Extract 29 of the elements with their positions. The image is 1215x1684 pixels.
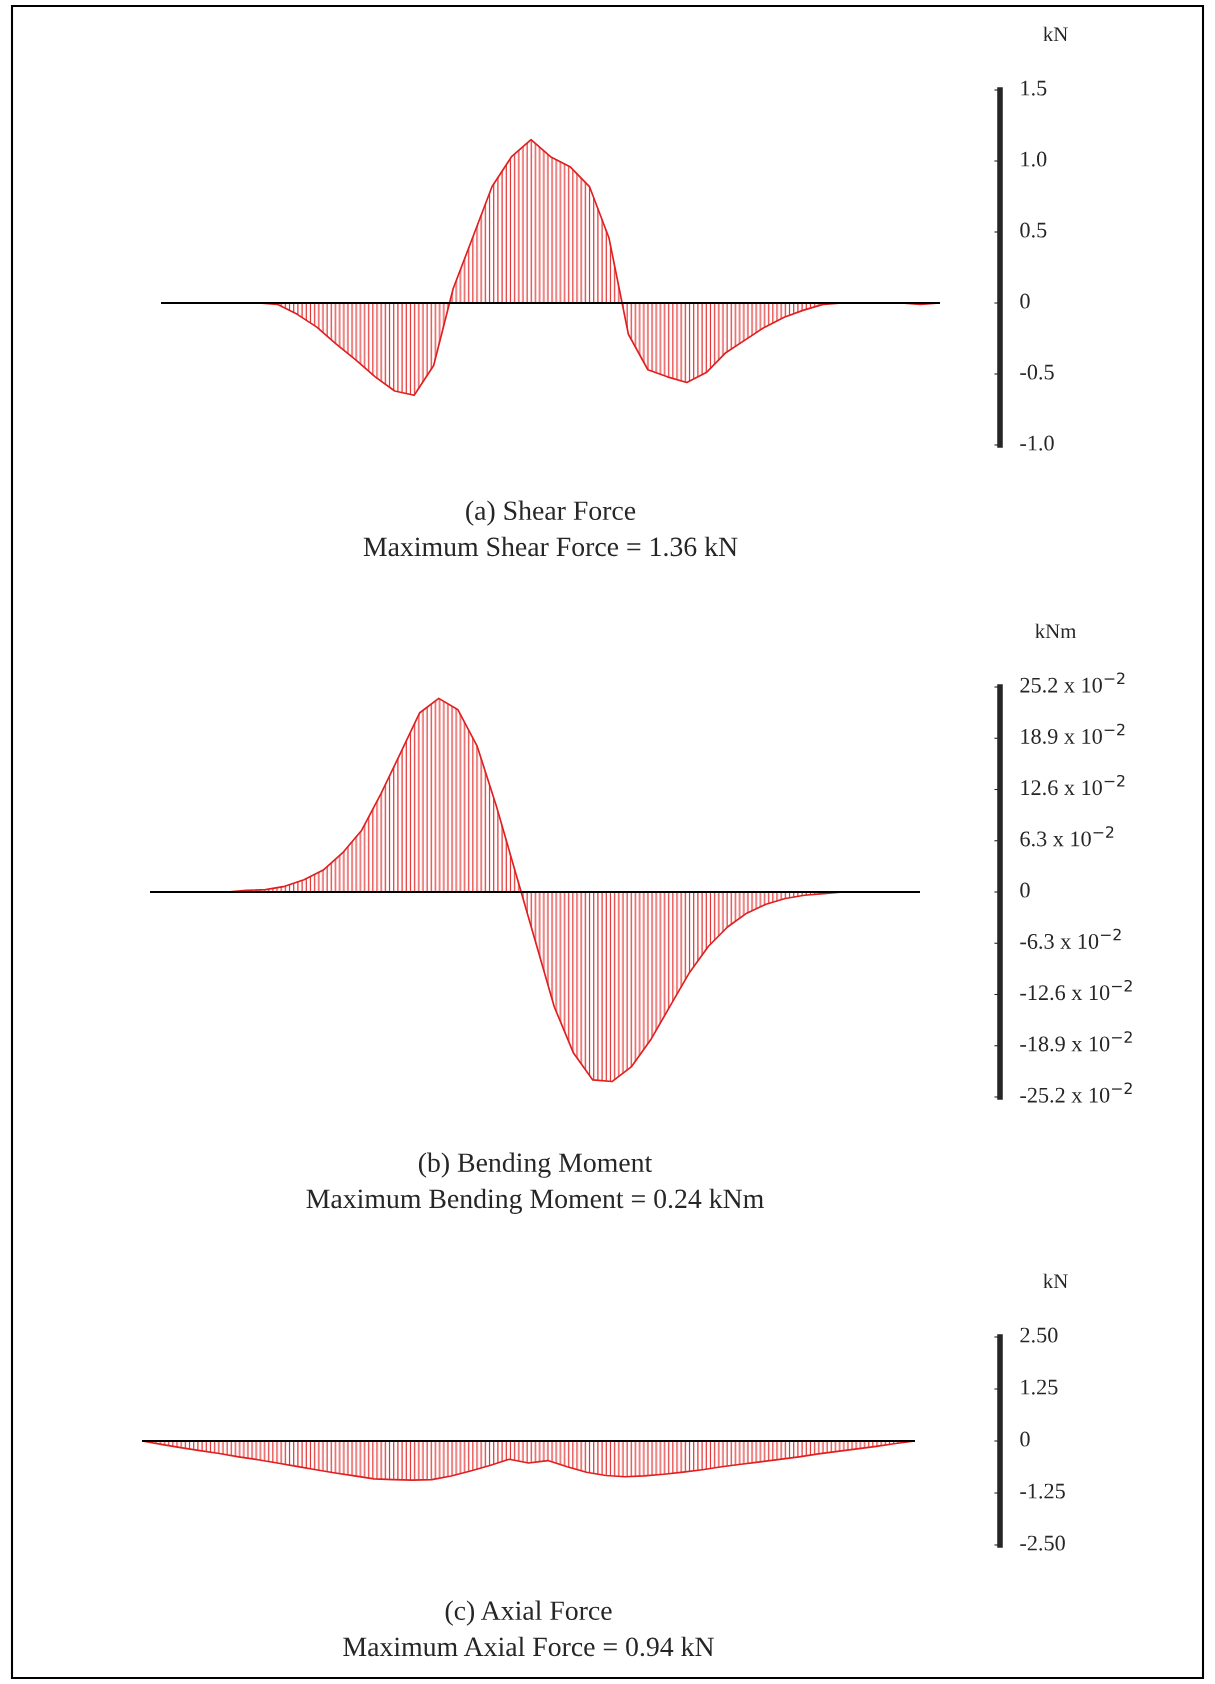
- y-tick-label: -1.0: [1020, 435, 1054, 451]
- text: (b) Bending Moment: [418, 1152, 653, 1178]
- y-tick-label: 2.50: [1020, 1327, 1058, 1343]
- y-axis-title: kNm: [1035, 623, 1077, 639]
- text: Maximum Axial Force = 0.94 kN: [343, 1636, 714, 1657]
- y-tick-label: 12.6 x 10$^{−2}$: [1021, 774, 1125, 796]
- y-tick-label: -2.50: [1020, 1535, 1065, 1551]
- y-tick-label: 0: [1020, 1431, 1030, 1447]
- y-tick-label: -6.3 x 10$^{−2}$: [1020, 928, 1121, 949]
- text: Maximum Bending Moment = 0.24 kNm: [306, 1188, 764, 1214]
- text: (a) Shear Force: [466, 500, 636, 526]
- y-tick-label: 25.2 x 10$^{−2}$: [1020, 672, 1125, 693]
- y-tick-label: 18.9 x 10$^{−2}$: [1021, 723, 1125, 744]
- y-tick-label: 0: [1020, 293, 1030, 309]
- y-tick-label: 1.5: [1021, 80, 1047, 96]
- y-tick-label: -25.2 x 10$^{−2}$: [1020, 1082, 1132, 1103]
- y-tick-label: 1.0: [1021, 151, 1047, 167]
- y-tick-label: 0: [1020, 882, 1030, 898]
- y-tick-label: -18.9 x 10$^{−2}$: [1020, 1031, 1132, 1052]
- y-tick-label: 6.3 x 10$^{−2}$: [1020, 826, 1114, 847]
- y-tick-label: -0.5: [1020, 364, 1054, 380]
- text: (c) Axial Force: [445, 1600, 612, 1626]
- y-tick-label: -12.6 x 10$^{−2}$: [1020, 979, 1132, 1001]
- y-axis-title: kN: [1043, 26, 1068, 42]
- y-tick-label: 1.25: [1021, 1379, 1058, 1395]
- y-tick-label: -1.25: [1020, 1483, 1065, 1499]
- y-tick-label: 0.5: [1020, 222, 1047, 238]
- y-axis-title: kN: [1043, 1273, 1068, 1289]
- text: Maximum Shear Force = 1.36 kN: [363, 536, 738, 557]
